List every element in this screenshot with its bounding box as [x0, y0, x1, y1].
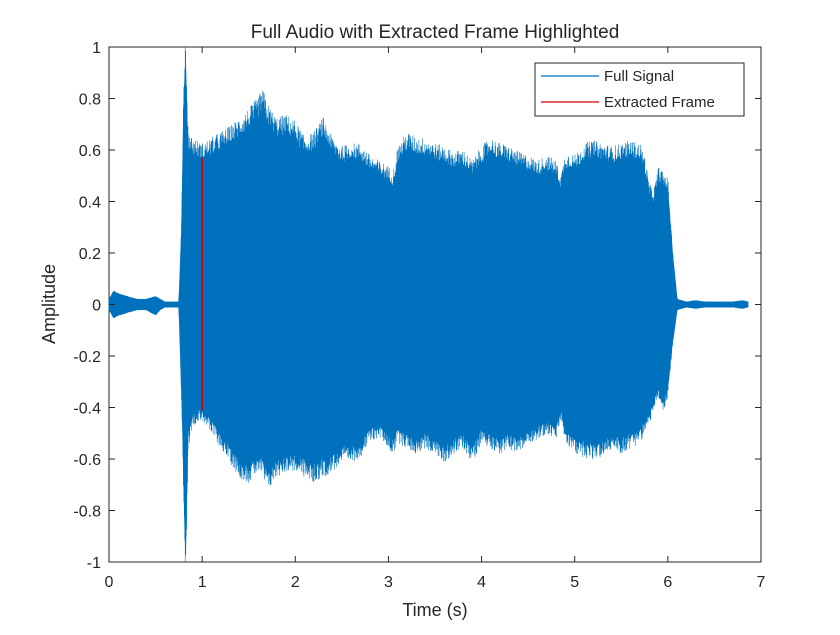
x-tick-label: 4: [477, 574, 486, 591]
tick-layer: 0 1 2 3 4 5 6 7 -1 -0.8 -0.6 -0.4 -0.2 0 0.2 0.4 0.6 0.8 1: [73, 40, 765, 591]
plot-area: 0 1 2 3 4 5 6 7 -1 -0.8 -0.6 -0.4 -0.2 0 0.2 0.4 0.6 0.8 1: [73, 40, 765, 591]
y-tick-label: 0: [92, 298, 101, 315]
y-tick-label: 0.6: [79, 143, 101, 160]
y-tick-label: -1: [87, 555, 101, 572]
x-axis-label: Time (s): [402, 600, 467, 620]
y-tick-label: -0.8: [73, 504, 101, 521]
y-axis-label: Amplitude: [39, 264, 59, 344]
y-tick-label: 1: [92, 40, 101, 57]
x-tick-label: 7: [757, 574, 766, 591]
x-tick-label: 6: [663, 574, 672, 591]
legend-label-full-signal: Full Signal: [604, 68, 674, 85]
chart-title: Full Audio with Extracted Frame Highligh…: [251, 22, 620, 43]
x-tick-label: 3: [384, 574, 393, 591]
y-tick-label: 0.8: [79, 92, 101, 109]
y-tick-label: -0.2: [73, 349, 101, 366]
y-tick-label: -0.4: [73, 401, 101, 418]
x-tick-label: 1: [198, 574, 207, 591]
y-tick-label: -0.6: [73, 452, 101, 469]
y-tick-label: 0.4: [79, 195, 101, 212]
legend-label-extracted-frame: Extracted Frame: [604, 94, 715, 111]
x-tick-label: 5: [570, 574, 579, 591]
y-tick-label: 0.2: [79, 246, 101, 263]
legend-box: [534, 62, 745, 117]
legend: Full Signal Extracted Frame: [534, 62, 745, 117]
x-tick-label: 0: [105, 574, 114, 591]
x-tick-label: 2: [291, 574, 300, 591]
full-signal-layer: [108, 47, 749, 562]
